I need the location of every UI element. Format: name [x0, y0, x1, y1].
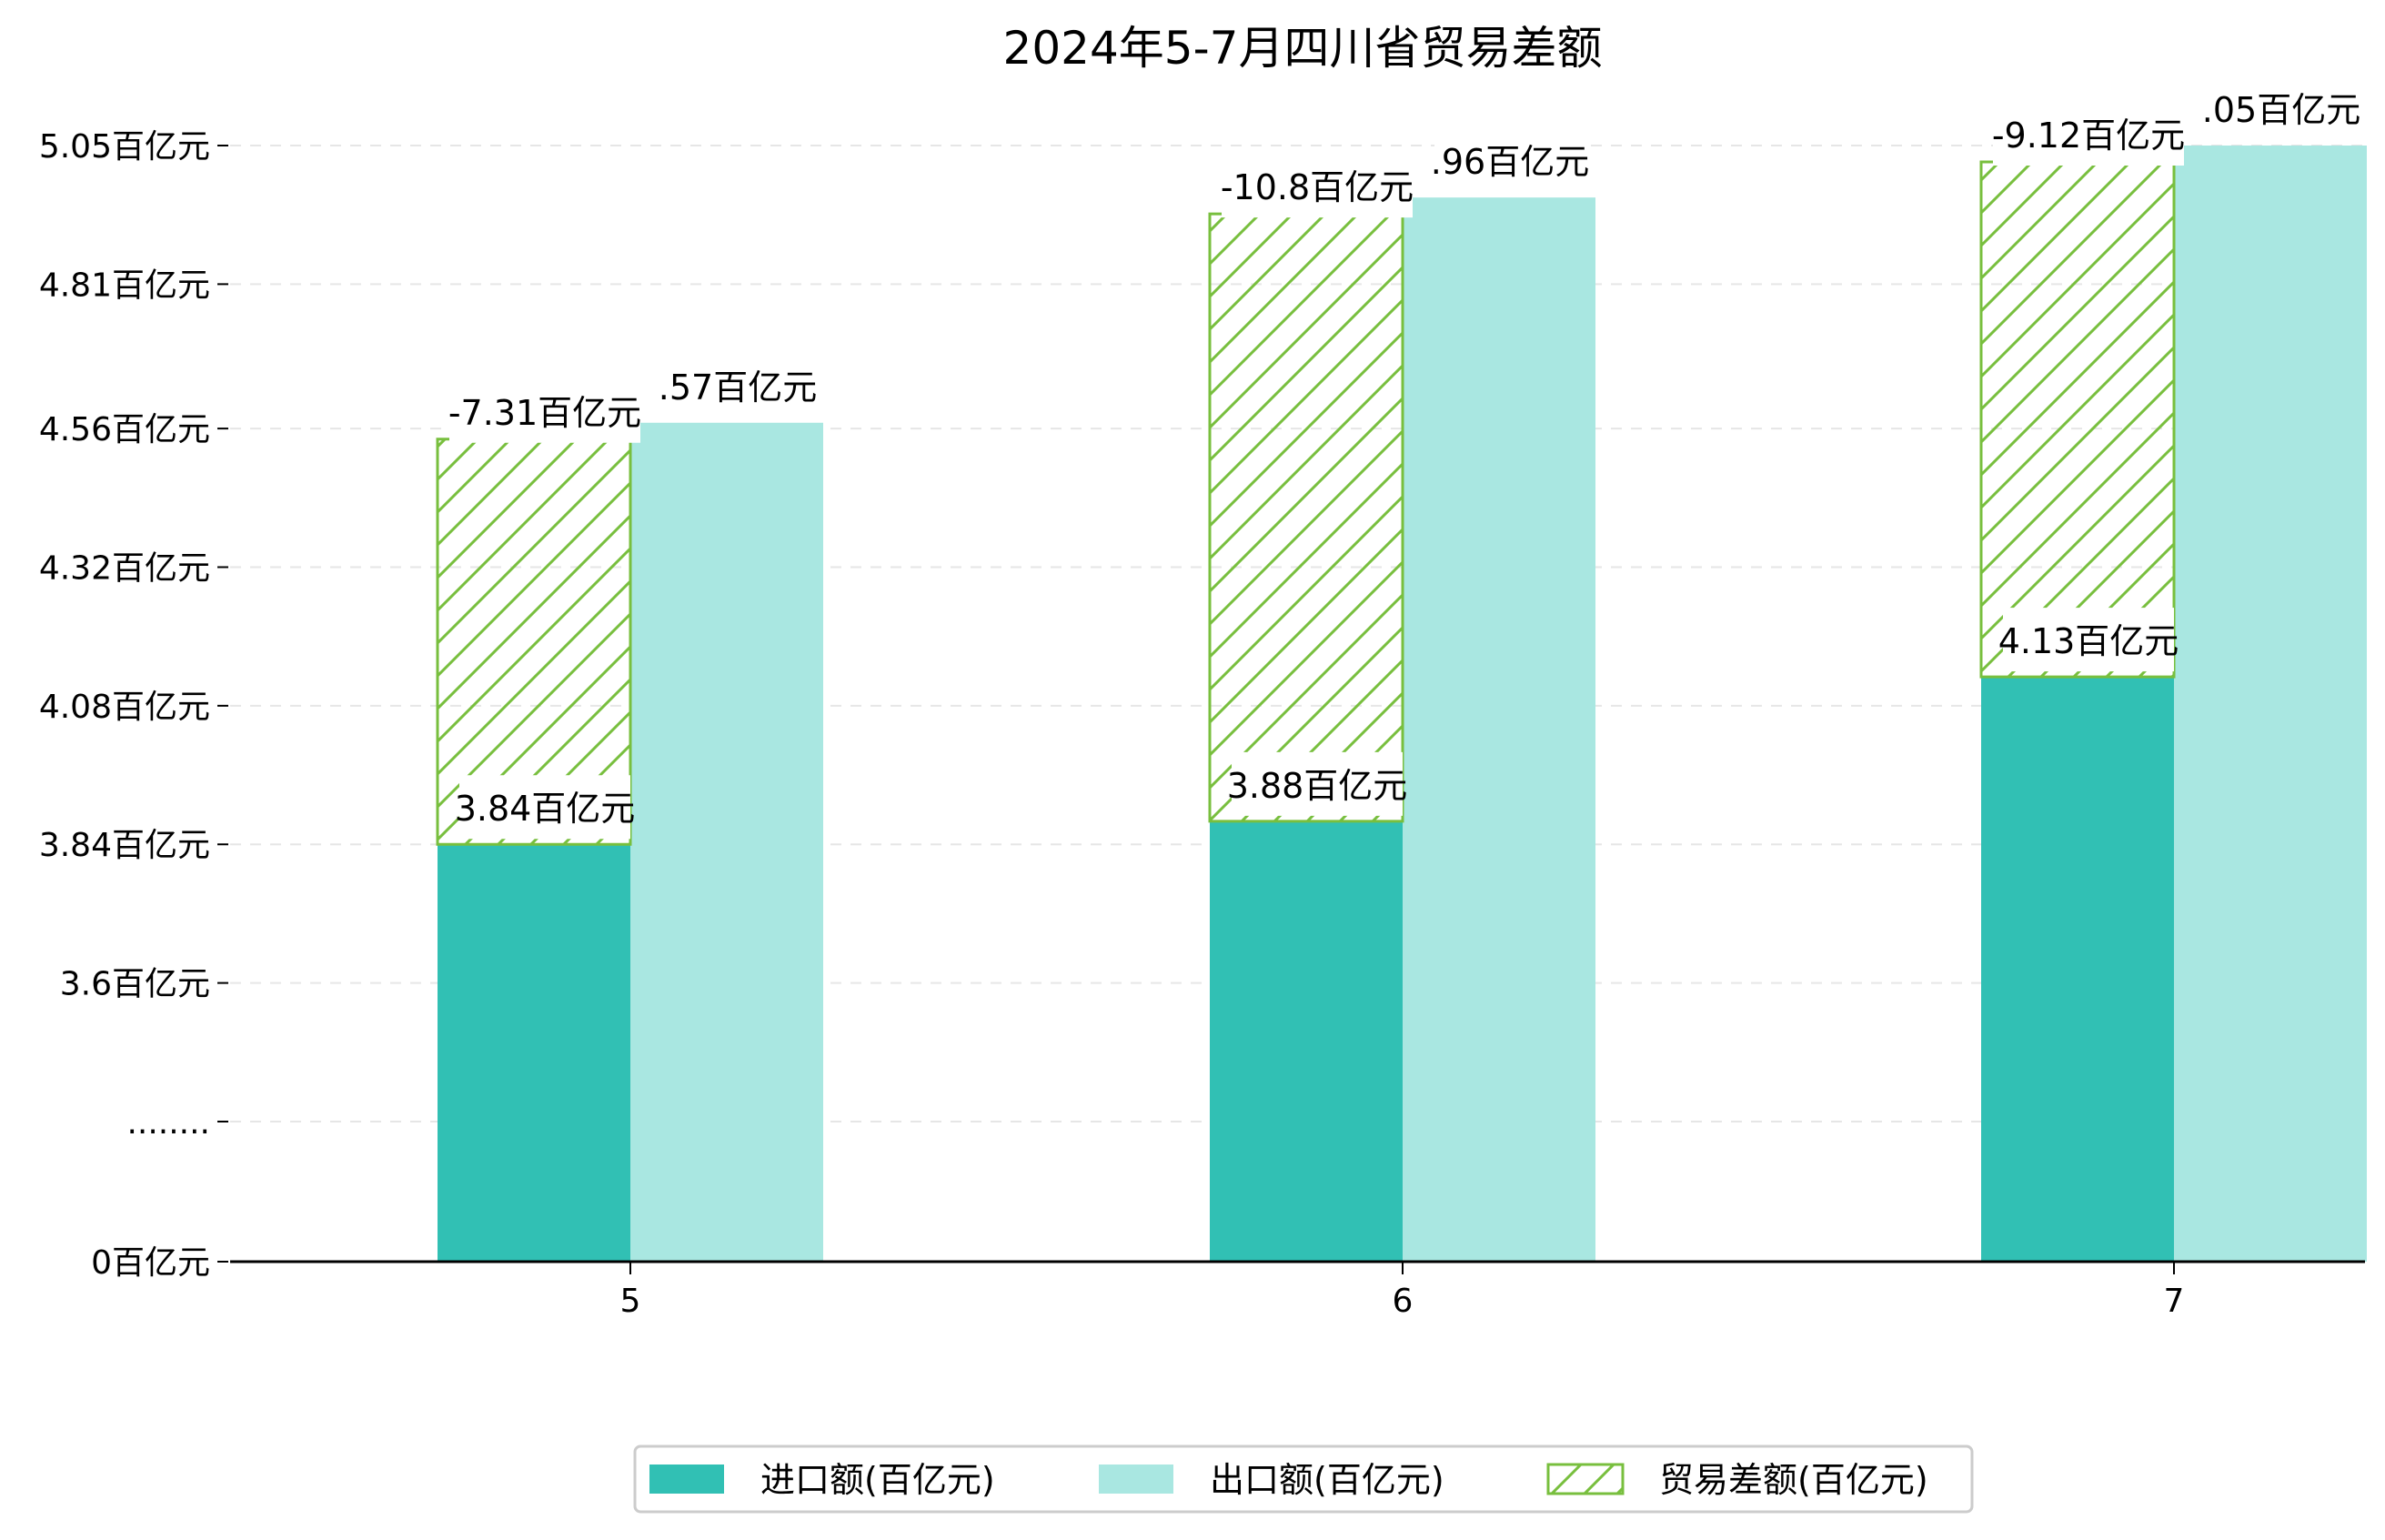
balance-value-label: -7.31百亿元 — [448, 393, 641, 433]
x-tick-label: 6 — [1393, 1283, 1414, 1320]
y-tick-label: 3.84百亿元 — [39, 827, 210, 864]
export-value-label: .05百亿元 — [2202, 90, 2360, 130]
y-tick-label: 4.81百亿元 — [39, 267, 210, 304]
legend-import-swatch — [649, 1465, 724, 1494]
y-tick-label: 4.56百亿元 — [39, 411, 210, 448]
legend-export-swatch — [1099, 1465, 1173, 1494]
y-tick-label: 4.32百亿元 — [39, 549, 210, 587]
balance-value-label-bg — [1222, 154, 1413, 218]
import-value-label-bg — [2003, 608, 2174, 672]
export-value-label: .96百亿元 — [1431, 142, 1589, 182]
import-bar — [1210, 820, 1403, 1262]
export-bar — [630, 422, 823, 1262]
import-bar — [438, 844, 630, 1262]
export-value-label-bg — [2206, 76, 2357, 140]
y-tick-label: 5.05百亿元 — [39, 128, 210, 166]
legend-box — [633, 1444, 1974, 1514]
y-tick-label: 0百亿元 — [91, 1244, 210, 1282]
y-tick-label: 4.08百亿元 — [39, 689, 210, 726]
balance-bar — [1208, 212, 1404, 823]
legend-balance-swatch — [1546, 1463, 1625, 1495]
x-tick-label: 5 — [620, 1283, 641, 1320]
import-value-label-bg — [1232, 751, 1403, 816]
export-value-label-bg — [1434, 128, 1585, 193]
balance-bar — [1979, 160, 2176, 679]
import-bar — [1981, 677, 2174, 1262]
import-value-label: 4.13百亿元 — [1998, 621, 2179, 661]
legend-balance-label: 贸易差额(百亿元) — [1659, 1460, 1928, 1500]
export-bar — [1403, 197, 1595, 1263]
balance-value-label-bg — [449, 378, 640, 443]
y-tick-label: ........ — [126, 1104, 210, 1142]
legend-export-label: 出口额(百亿元) — [1210, 1460, 1444, 1500]
export-value-label-bg — [662, 353, 813, 418]
balance-value-label: -10.8百亿元 — [1221, 167, 1414, 207]
import-value-label: 3.84百亿元 — [455, 789, 636, 829]
export-value-label: .57百亿元 — [659, 367, 817, 408]
balance-value-label-bg — [1993, 102, 2184, 166]
import-value-label: 3.88百亿元 — [1227, 766, 1408, 806]
balance-value-label: -9.12百亿元 — [1992, 116, 2185, 156]
import-value-label-bg — [459, 775, 630, 840]
x-tick-label: 7 — [2164, 1283, 2185, 1320]
export-bar — [2174, 146, 2367, 1262]
y-tick-label: 3.6百亿元 — [60, 966, 210, 1003]
legend-import-label: 进口额(百亿元) — [760, 1460, 995, 1500]
chart-title: 2024年5-7月四川省贸易差额 — [1003, 22, 1603, 75]
